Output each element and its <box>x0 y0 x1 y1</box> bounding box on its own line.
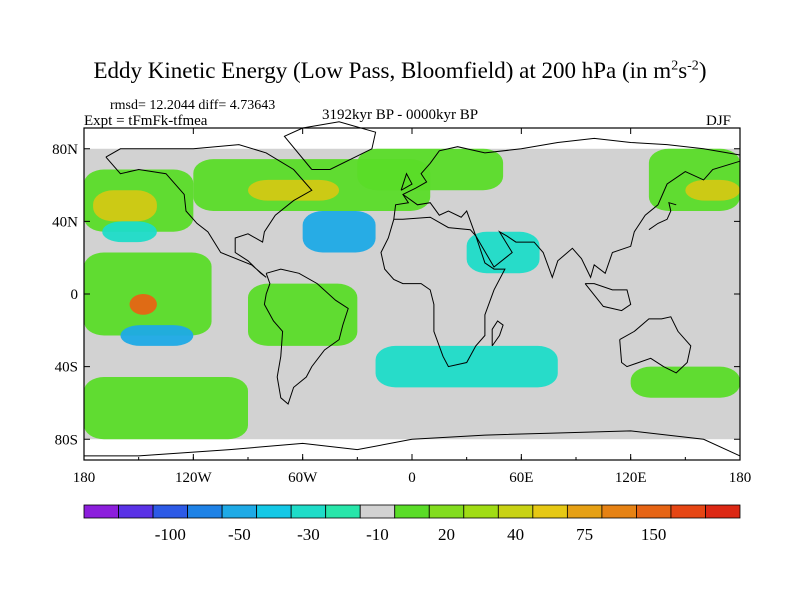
colorbar-label-0: -100 <box>155 525 186 544</box>
y-tick-label-1: 40N <box>52 214 78 230</box>
colorbar-box-3 <box>187 504 223 519</box>
coastline-9 <box>584 283 632 312</box>
season-label: DJF <box>706 113 732 129</box>
colorbar-box-5 <box>256 504 292 519</box>
coastline-3 <box>393 137 741 220</box>
x-tick-label-6: 180 <box>729 470 752 486</box>
y-tick-label-2: 0 <box>71 287 79 303</box>
colorbar-box-14 <box>566 504 603 519</box>
colorbar-box-13 <box>532 504 568 519</box>
x-tick-label-2: 60W <box>288 470 318 486</box>
anomaly-north-pacific-negative <box>102 221 157 243</box>
coastline-2 <box>380 216 506 368</box>
coastline-8 <box>648 201 677 231</box>
anomaly-tropical-pacific-core <box>129 294 157 315</box>
colorbar-label-4: 20 <box>438 525 455 544</box>
colorbar-box-2 <box>152 504 188 519</box>
anomaly-south-indian-negative <box>375 345 558 388</box>
colorbar-box-6 <box>290 504 327 519</box>
coastline-4 <box>402 160 741 279</box>
colorbar-label-3: -10 <box>366 525 389 544</box>
colorbar-box-4 <box>221 504 258 519</box>
anomaly-north-pacific-core <box>93 190 157 222</box>
coastline-10 <box>491 320 504 347</box>
period-label: 3192kyr BP - 0000kyr BP <box>322 107 479 123</box>
x-tick-label-3: 0 <box>408 470 416 486</box>
anomaly-west-pacific-band <box>648 148 740 211</box>
x-tick-label-1: 120W <box>175 470 213 486</box>
colorbar-box-1 <box>118 504 154 519</box>
anomaly-eurasia-band <box>357 148 504 191</box>
colorbar-label-6: 75 <box>576 525 593 544</box>
colorbar-box-0 <box>83 504 119 519</box>
colorbar-label-1: -50 <box>228 525 251 544</box>
coastline-0 <box>105 144 313 278</box>
y-tick-label-4: 80S <box>55 432 78 448</box>
colorbar-box-10 <box>428 504 465 519</box>
anomaly-west-pacific-core <box>685 179 740 201</box>
colorbar-box-11 <box>463 504 499 519</box>
colorbar-box-16 <box>636 504 672 519</box>
stats-label: rmsd= 12.2044 diff= 4.73643 <box>110 98 276 113</box>
x-tick-label-4: 60E <box>509 470 533 486</box>
x-tick-label-0: 180 <box>73 470 96 486</box>
x-tick-label-5: 120E <box>615 470 647 486</box>
y-tick-label-0: 80N <box>52 142 78 158</box>
anomaly-southern-ocean-pacific <box>84 377 248 440</box>
y-tick-label-3: 40S <box>55 360 78 376</box>
anomaly-tropical-pacific <box>84 252 212 336</box>
experiment-label: Expt = tFmFk-tfmea <box>84 113 208 129</box>
colorbar-box-17 <box>670 504 706 519</box>
colorbar-label-7: 150 <box>641 525 667 544</box>
colorbar-box-9 <box>394 504 430 519</box>
anomaly-south-pacific-negative <box>120 325 194 346</box>
coastline-5 <box>619 316 692 374</box>
colorbar-box-15 <box>601 504 637 519</box>
colorbar-label-5: 40 <box>507 525 524 544</box>
anomaly-north-atlantic-core <box>248 179 340 201</box>
coastline-1 <box>263 268 349 405</box>
anomaly-north-atlantic-negative <box>302 211 376 253</box>
colorbar-box-18 <box>705 504 741 519</box>
coastline-11 <box>400 172 413 191</box>
anomaly-south-indian-green <box>630 366 740 398</box>
coastline-7 <box>283 121 377 170</box>
colorbar-box-12 <box>497 504 534 519</box>
colorbar-box-7 <box>325 504 361 519</box>
colorbar-label-2: -30 <box>297 525 320 544</box>
colorbar-box-8 <box>359 504 396 519</box>
coastline-6 <box>84 430 741 457</box>
anomaly-south-america-east <box>248 283 358 346</box>
chart-title: Eddy Kinetic Energy (Low Pass, Bloomfiel… <box>93 58 707 83</box>
